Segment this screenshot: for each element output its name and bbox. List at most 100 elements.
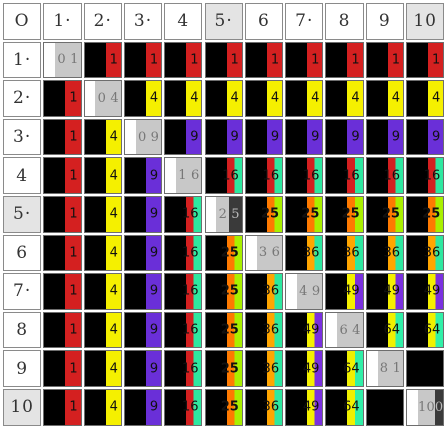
cell-r10-c2[interactable]: 4 [83, 389, 122, 426]
cell-r1-c4[interactable]: 1 [164, 41, 203, 79]
cell-r3-c4[interactable]: 9 [164, 118, 203, 156]
cell-r1-c8[interactable]: 1 [325, 41, 364, 79]
cell-r4-c2[interactable]: 4 [83, 157, 122, 194]
cell-r4-c9[interactable]: 16 [365, 157, 404, 194]
cell-r4-c6[interactable]: 16 [244, 157, 284, 194]
cell-r7-c9[interactable]: 49 [365, 273, 404, 310]
cell-r10-c3[interactable]: 9 [123, 389, 163, 426]
cell-r8-c9[interactable]: 64 [365, 311, 404, 349]
cell-r10-c6[interactable]: 36 [244, 389, 284, 426]
cell-r9-c10[interactable] [406, 350, 445, 387]
cell-r8-c5[interactable]: 25 [204, 311, 243, 349]
cell-r5-c8[interactable]: 25 [325, 196, 364, 233]
cell-r10-c1[interactable]: 1 [43, 389, 82, 426]
cell-r7-c6[interactable]: 36 [244, 273, 284, 310]
cell-r8-c1[interactable]: 1 [43, 311, 82, 349]
cell-r2-c1[interactable]: 1 [43, 80, 82, 117]
cell-r7-c2[interactable]: 4 [83, 273, 122, 310]
cell-r4-c7[interactable]: 16 [285, 157, 324, 194]
cell-r2-c6[interactable]: 4 [244, 80, 284, 117]
cell-r3-c1[interactable]: 1 [43, 118, 82, 156]
cell-r9-c4[interactable]: 16 [164, 350, 203, 387]
cell-r3-c6[interactable]: 9 [244, 118, 284, 156]
cell-r3-c7[interactable]: 9 [285, 118, 324, 156]
cell-r7-c10[interactable]: 49 [406, 273, 445, 310]
cell-r10-c4[interactable]: 16 [164, 389, 203, 426]
cell-r8-c2[interactable]: 4 [83, 311, 122, 349]
cell-r9-c5[interactable]: 25 [204, 350, 243, 387]
cell-r2-c10[interactable]: 4 [406, 80, 445, 117]
cell-r3-c9[interactable]: 9 [365, 118, 404, 156]
cell-r1-c7[interactable]: 1 [285, 41, 324, 79]
cell-r5-c4[interactable]: 16 [164, 196, 203, 233]
cell-r7-c3[interactable]: 9 [123, 273, 163, 310]
cell-r7-c1[interactable]: 1 [43, 273, 82, 310]
cell-r9-c1[interactable]: 1 [43, 350, 82, 387]
cell-r10-c8[interactable]: 64 [325, 389, 364, 426]
cell-r2-c9[interactable]: 4 [365, 80, 404, 117]
cell-r5-c1[interactable]: 1 [43, 196, 82, 233]
cell-r5-c3[interactable]: 9 [123, 196, 163, 233]
cell-r5-c2[interactable]: 4 [83, 196, 122, 233]
cell-r4-c3[interactable]: 9 [123, 157, 163, 194]
cell-r9-c2[interactable]: 4 [83, 350, 122, 387]
cell-r1-c2[interactable]: 1 [83, 41, 122, 79]
cell-r2-c4[interactable]: 4 [164, 80, 203, 117]
cell-r4-c8[interactable]: 16 [325, 157, 364, 194]
cell-r6-c9[interactable]: 36 [365, 234, 404, 272]
cell-r3-c10[interactable]: 9 [406, 118, 445, 156]
cell-r6-c10[interactable]: 36 [406, 234, 445, 272]
cell-r3-c2[interactable]: 4 [83, 118, 122, 156]
cell-r6-c3[interactable]: 9 [123, 234, 163, 272]
cell-r9-c3[interactable]: 9 [123, 350, 163, 387]
cell-r2-c8[interactable]: 4 [325, 80, 364, 117]
cell-r1-c9[interactable]: 1 [365, 41, 404, 79]
cell-r1-c10[interactable]: 1 [406, 41, 445, 79]
cell-r2-c7[interactable]: 4 [285, 80, 324, 117]
cell-r5-c7[interactable]: 25 [285, 196, 324, 233]
cell-r3-c5[interactable]: 9 [204, 118, 243, 156]
cell-r3-c8[interactable]: 9 [325, 118, 364, 156]
cell-r10-c7[interactable]: 49 [285, 389, 324, 426]
cell-r4-c1[interactable]: 1 [43, 157, 82, 194]
cell-r9-c8[interactable]: 64 [325, 350, 364, 387]
cell-r7-c8[interactable]: 49 [325, 273, 364, 310]
cell-r1-c3[interactable]: 1 [123, 41, 163, 79]
cell-r6-c7[interactable]: 36 [285, 234, 324, 272]
cell-r6-c4[interactable]: 16 [164, 234, 203, 272]
cell-r6-c2[interactable]: 4 [83, 234, 122, 272]
cell-r6-c5[interactable]: 25 [204, 234, 243, 272]
cell-r7-c4[interactable]: 16 [164, 273, 203, 310]
cell-r8-c6[interactable]: 36 [244, 311, 284, 349]
cell-r9-c7[interactable]: 49 [285, 350, 324, 387]
cell-r5-c6[interactable]: 25 [244, 196, 284, 233]
cell-r5-c10[interactable]: 25 [406, 196, 445, 233]
cell-r2-c5[interactable]: 4 [204, 80, 243, 117]
cell-r6-c8[interactable]: 36 [325, 234, 364, 272]
cell-r9-c6[interactable]: 36 [244, 350, 284, 387]
cell-r2-c3[interactable]: 4 [123, 80, 163, 117]
cell-r8-c3[interactable]: 9 [123, 311, 163, 349]
cell-r6-c1[interactable]: 1 [43, 234, 82, 272]
cell-r4-c10[interactable]: 16 [406, 157, 445, 194]
cell-r8-c7[interactable]: 49 [285, 311, 324, 349]
cell-r7-c5[interactable]: 25 [204, 273, 243, 310]
cell-r10-c9[interactable] [365, 389, 404, 426]
cell-r1-c5[interactable]: 1 [204, 41, 243, 79]
cell-r5-c9[interactable]: 25 [365, 196, 404, 233]
cell-r1-c6[interactable]: 1 [244, 41, 284, 79]
cell-r8-c4[interactable]: 16 [164, 311, 203, 349]
cell-r4-c5[interactable]: 16 [204, 157, 243, 194]
cell-r8-c10[interactable]: 64 [406, 311, 445, 349]
cell-r10-c5[interactable]: 25 [204, 389, 243, 426]
